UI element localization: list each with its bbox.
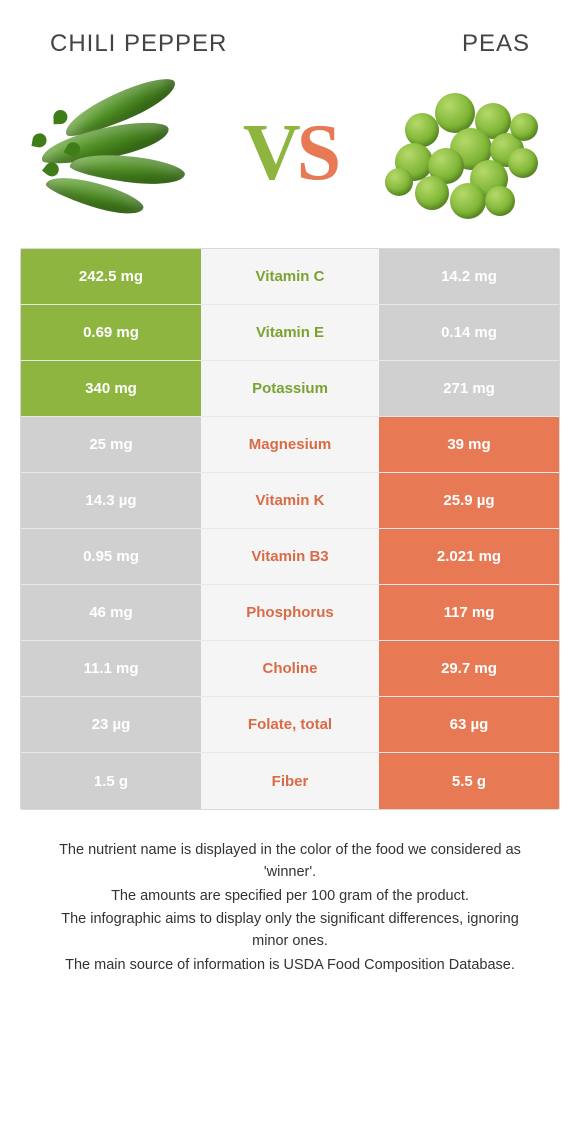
left-value: 242.5 mg — [21, 249, 201, 304]
pea-icon — [385, 168, 413, 196]
title-left: Chili pepper — [50, 30, 227, 58]
pea-icon — [435, 93, 475, 133]
left-value: 0.95 mg — [21, 529, 201, 584]
title-right: Peas — [462, 30, 530, 58]
table-row: 11.1 mgCholine29.7 mg — [21, 641, 559, 697]
footer-notes: The nutrient name is displayed in the co… — [20, 810, 560, 977]
right-value: 117 mg — [379, 585, 559, 640]
right-value: 29.7 mg — [379, 641, 559, 696]
right-value: 5.5 g — [379, 753, 559, 809]
nutrient-label: Vitamin B3 — [201, 529, 379, 584]
nutrient-label: Phosphorus — [201, 585, 379, 640]
nutrient-label: Potassium — [201, 361, 379, 416]
vs-label: VS — [243, 108, 337, 199]
vs-s: S — [297, 109, 338, 197]
table-row: 25 mgMagnesium39 mg — [21, 417, 559, 473]
pea-icon — [510, 113, 538, 141]
table-row: 0.95 mgVitamin B32.021 mg — [21, 529, 559, 585]
chili-pepper-image — [30, 88, 200, 218]
table-row: 14.3 µgVitamin K25.9 µg — [21, 473, 559, 529]
footer-line: The amounts are specified per 100 gram o… — [50, 886, 530, 908]
right-value: 39 mg — [379, 417, 559, 472]
footer-line: The infographic aims to display only the… — [50, 909, 530, 953]
nutrient-label: Folate, total — [201, 697, 379, 752]
right-value: 63 µg — [379, 697, 559, 752]
nutrient-label: Fiber — [201, 753, 379, 809]
nutrient-label: Vitamin E — [201, 305, 379, 360]
right-value: 14.2 mg — [379, 249, 559, 304]
pea-icon — [415, 176, 449, 210]
vs-v: V — [243, 109, 297, 197]
table-row: 340 mgPotassium271 mg — [21, 361, 559, 417]
footer-line: The nutrient name is displayed in the co… — [50, 840, 530, 884]
left-value: 46 mg — [21, 585, 201, 640]
table-row: 242.5 mgVitamin C14.2 mg — [21, 249, 559, 305]
nutrient-label: Choline — [201, 641, 379, 696]
left-value: 11.1 mg — [21, 641, 201, 696]
table-row: 0.69 mgVitamin E0.14 mg — [21, 305, 559, 361]
left-value: 23 µg — [21, 697, 201, 752]
left-value: 0.69 mg — [21, 305, 201, 360]
page: Chili pepper Peas VS 242.5 mgVitamin C14… — [0, 0, 580, 977]
left-value: 25 mg — [21, 417, 201, 472]
table-row: 23 µgFolate, total63 µg — [21, 697, 559, 753]
pea-icon — [450, 183, 486, 219]
pea-icon — [508, 148, 538, 178]
left-value: 340 mg — [21, 361, 201, 416]
right-value: 271 mg — [379, 361, 559, 416]
nutrient-table: 242.5 mgVitamin C14.2 mg0.69 mgVitamin E… — [20, 248, 560, 810]
right-value: 0.14 mg — [379, 305, 559, 360]
table-row: 46 mgPhosphorus117 mg — [21, 585, 559, 641]
footer-line: The main source of information is USDA F… — [50, 955, 530, 977]
peas-image — [380, 88, 550, 218]
table-row: 1.5 gFiber5.5 g — [21, 753, 559, 809]
right-value: 2.021 mg — [379, 529, 559, 584]
nutrient-label: Magnesium — [201, 417, 379, 472]
pea-icon — [485, 186, 515, 216]
pea-icon — [405, 113, 439, 147]
nutrient-label: Vitamin C — [201, 249, 379, 304]
nutrient-label: Vitamin K — [201, 473, 379, 528]
right-value: 25.9 µg — [379, 473, 559, 528]
left-value: 14.3 µg — [21, 473, 201, 528]
hero-row: VS — [20, 68, 560, 248]
left-value: 1.5 g — [21, 753, 201, 809]
titles-row: Chili pepper Peas — [20, 20, 560, 68]
